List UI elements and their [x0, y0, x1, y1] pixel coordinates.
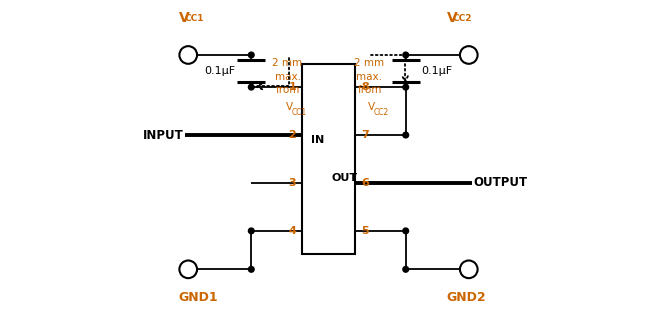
Text: CC1: CC1 [291, 108, 307, 117]
Text: 2 mm
max.
from: 2 mm max. from [354, 59, 384, 95]
Text: IN: IN [311, 135, 325, 145]
Text: OUT: OUT [331, 173, 357, 183]
Text: 0.1μF: 0.1μF [204, 66, 235, 76]
Circle shape [248, 52, 254, 58]
Text: CC2: CC2 [373, 108, 388, 117]
Circle shape [179, 46, 197, 64]
Circle shape [403, 228, 409, 234]
Text: 8: 8 [361, 82, 369, 92]
Text: INPUT: INPUT [143, 128, 183, 142]
Circle shape [460, 46, 478, 64]
Text: V: V [447, 11, 457, 25]
Text: 7: 7 [361, 130, 369, 140]
Text: 6: 6 [361, 178, 369, 188]
Text: CC2: CC2 [453, 14, 472, 23]
Text: 5: 5 [361, 226, 369, 236]
Text: 2: 2 [288, 130, 296, 140]
Text: V: V [368, 102, 375, 112]
Circle shape [403, 52, 409, 58]
Text: 3: 3 [288, 178, 296, 188]
Text: 4: 4 [288, 226, 296, 236]
Text: 2 mm
max.
from: 2 mm max. from [273, 59, 303, 95]
Bar [302, 65, 355, 253]
Circle shape [248, 266, 254, 272]
Text: OUTPUT: OUTPUT [474, 176, 528, 190]
Circle shape [179, 260, 197, 278]
Circle shape [403, 84, 409, 90]
Circle shape [460, 260, 478, 278]
Text: V: V [286, 102, 293, 112]
Circle shape [403, 266, 409, 272]
Text: V: V [179, 11, 189, 25]
Text: 1: 1 [288, 82, 296, 92]
Text: 0.1μF: 0.1μF [422, 66, 453, 76]
Circle shape [248, 228, 254, 234]
Circle shape [403, 132, 409, 138]
Text: GND1: GND1 [179, 291, 218, 304]
Circle shape [248, 84, 254, 90]
Text: CC1: CC1 [185, 14, 204, 23]
Text: GND2: GND2 [447, 291, 486, 304]
